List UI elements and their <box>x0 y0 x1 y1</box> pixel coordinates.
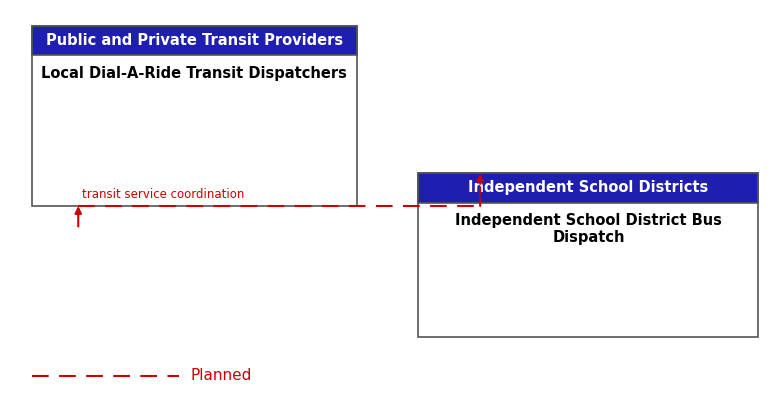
Text: Public and Private Transit Providers: Public and Private Transit Providers <box>45 33 343 48</box>
Bar <box>418 173 759 203</box>
Text: Local Dial-A-Ride Transit Dispatchers: Local Dial-A-Ride Transit Dispatchers <box>41 66 347 81</box>
Text: Independent School Districts: Independent School Districts <box>468 180 709 196</box>
Text: Planned: Planned <box>190 368 251 383</box>
Bar <box>32 26 356 206</box>
Bar <box>32 26 356 55</box>
Text: Independent School District Bus
Dispatch: Independent School District Bus Dispatch <box>455 213 722 246</box>
Text: transit service coordination: transit service coordination <box>82 188 244 201</box>
Bar <box>418 173 759 337</box>
